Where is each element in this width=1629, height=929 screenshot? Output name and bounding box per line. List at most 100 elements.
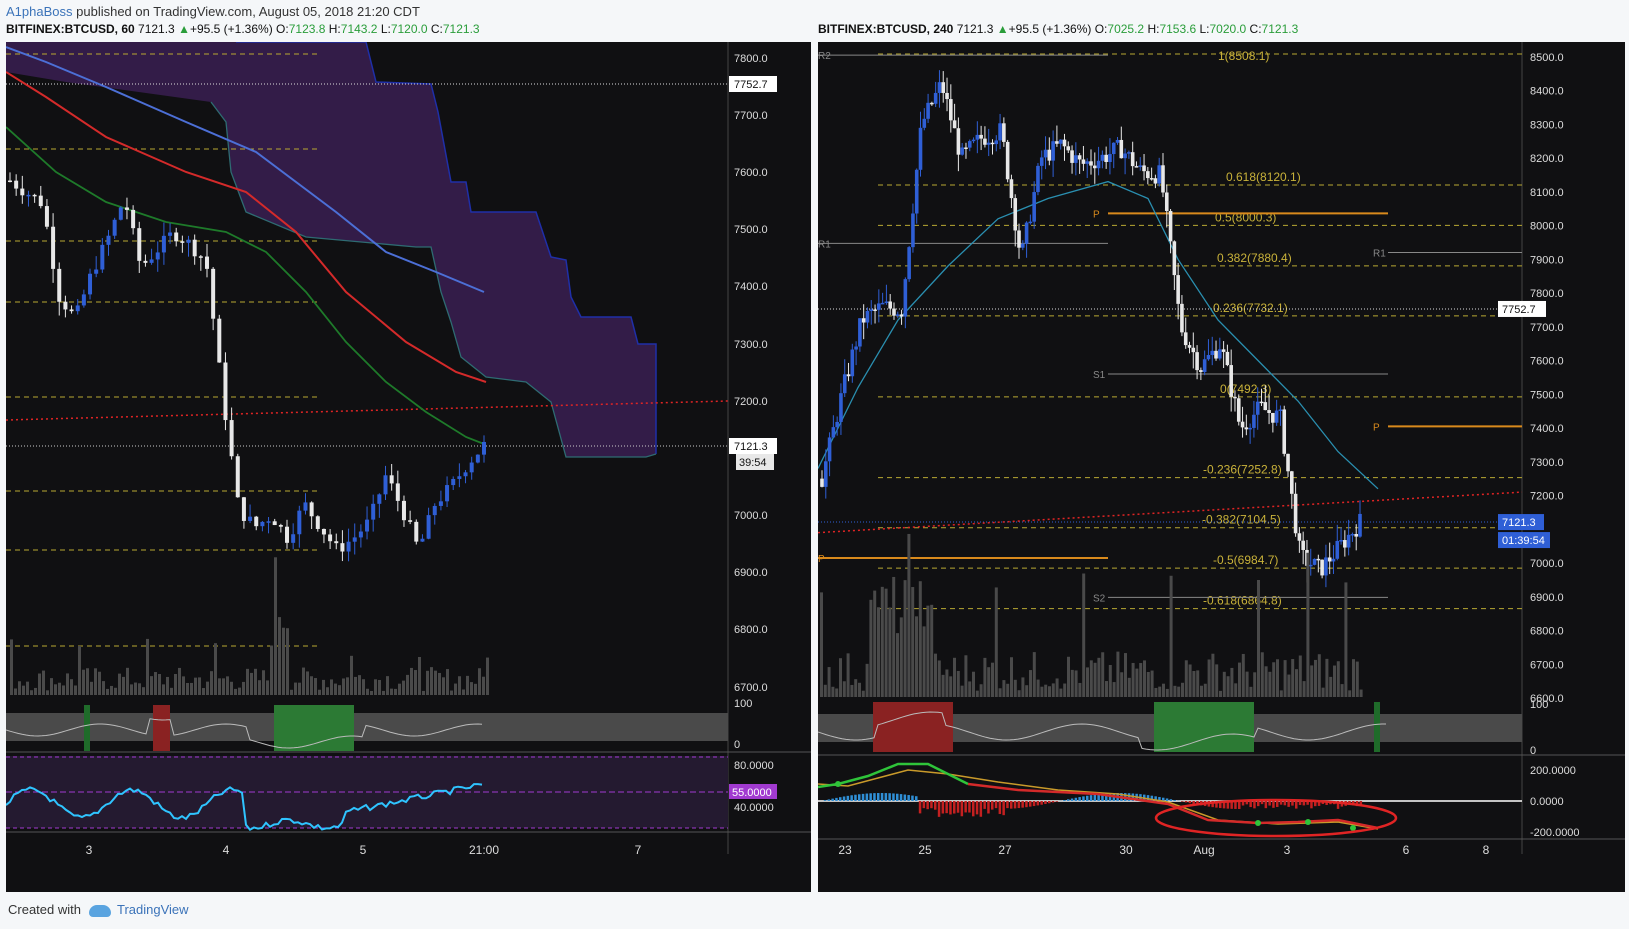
- volume-bar: [1257, 580, 1260, 697]
- candle: [1013, 198, 1018, 231]
- candle: [1308, 564, 1313, 567]
- macd-signal-line: [818, 769, 1379, 830]
- volume-bar: [1295, 669, 1298, 697]
- right-chart-header: BITFINEX:BTCUSD, 240 7121.3 ▲+95.5 (+1.3…: [818, 22, 1298, 36]
- volume-bar: [150, 676, 153, 695]
- volume-bar: [326, 687, 329, 695]
- volume-bar: [270, 645, 273, 695]
- macd-histogram-bar: [915, 796, 918, 801]
- candle: [1036, 165, 1040, 193]
- volume-bar: [1298, 655, 1302, 697]
- osc1-line: [818, 711, 1386, 751]
- right-symbol[interactable]: BITFINEX:BTCUSD, 240: [818, 22, 954, 36]
- left-symbol[interactable]: BITFINEX:BTCUSD, 60: [6, 22, 135, 36]
- candle: [1354, 534, 1359, 537]
- macd-cross-dot: [1350, 825, 1356, 831]
- volume-bar: [1040, 686, 1044, 697]
- volume-bar: [1112, 682, 1116, 697]
- candle: [960, 147, 964, 155]
- candle: [285, 526, 290, 543]
- candle: [1210, 350, 1215, 356]
- candle: [1092, 165, 1097, 169]
- candle: [192, 239, 197, 257]
- volume-bar: [1146, 672, 1150, 697]
- candle: [1229, 365, 1233, 397]
- publisher-username[interactable]: A1phaBoss: [6, 4, 73, 19]
- volume-bar: [827, 667, 831, 697]
- volume-bar: [1169, 575, 1173, 697]
- macd-histogram-bar: [926, 801, 929, 810]
- ichimoku-cloud: [6, 42, 656, 457]
- countdown-tag: [1498, 532, 1550, 549]
- volume-bar: [1336, 661, 1340, 697]
- volume-bar: [470, 682, 473, 695]
- macd-histogram-bar: [1181, 801, 1184, 802]
- candle: [100, 244, 105, 270]
- macd-histogram-bar: [827, 799, 831, 801]
- candle: [1055, 141, 1059, 144]
- macd-histogram-bar: [1264, 801, 1268, 809]
- right-chart-canvas[interactable]: 1(8508.1)0.618(8120.1)0.5(8000.3)0.382(7…: [818, 42, 1625, 892]
- volume-bar: [842, 681, 846, 697]
- candle: [1320, 559, 1324, 576]
- candle: [1350, 534, 1355, 536]
- time-axis-label: Aug: [1193, 843, 1214, 857]
- volume-bar: [26, 681, 29, 695]
- macd-histogram-bar: [861, 793, 865, 801]
- volume-bar: [1287, 674, 1291, 697]
- candle: [914, 169, 919, 214]
- volume-bar: [1097, 657, 1101, 697]
- candle: [186, 239, 191, 243]
- left-chart-panel[interactable]: 7800.0 7700.0 7600.0 7500.0 7400.0 7300.0 7200…: [6, 42, 811, 892]
- macd-histogram-bar: [1188, 801, 1192, 804]
- volume-bar: [968, 681, 972, 697]
- volume-bar: [1158, 686, 1162, 697]
- macd-histogram-bar: [1105, 793, 1108, 801]
- macd-histogram-bar: [972, 801, 975, 817]
- volume-bar: [462, 689, 465, 695]
- macd-histogram-bar: [896, 793, 899, 801]
- candle: [994, 140, 999, 145]
- hline-price-tag: [729, 76, 777, 92]
- macd-histogram-bar: [854, 794, 857, 801]
- macd-histogram-bar: [1219, 801, 1222, 809]
- rsi-axis-label: 55.0000: [732, 787, 772, 799]
- time-axis-label: 3: [1284, 843, 1291, 857]
- candle: [309, 502, 314, 517]
- right-o-label: O:: [1094, 22, 1108, 36]
- volume-bar: [98, 671, 101, 695]
- candle: [1282, 409, 1287, 454]
- candle: [1331, 558, 1336, 562]
- volume-bar: [991, 662, 994, 697]
- candle: [842, 374, 847, 394]
- price-axis-label: 7800.0: [734, 53, 768, 65]
- volume-bar: [338, 685, 341, 695]
- volume-bar: [42, 670, 45, 695]
- macd-histogram-bar: [1295, 801, 1298, 809]
- volume-bar: [206, 681, 209, 695]
- volume-bar: [230, 681, 233, 695]
- candle: [1149, 178, 1154, 180]
- volume-bar: [18, 681, 21, 695]
- macd-histogram-bar: [850, 795, 853, 801]
- tradingview-logo-icon: [88, 904, 111, 917]
- volume-bar: [198, 677, 201, 695]
- right-h-label: H:: [1147, 22, 1160, 36]
- tradingview-link[interactable]: TradingView: [116, 902, 189, 917]
- macd-histogram-bar: [960, 801, 964, 817]
- candle: [1047, 149, 1052, 161]
- volume-bar: [478, 668, 481, 695]
- volume-bar: [262, 670, 265, 695]
- left-chart-canvas[interactable]: 7800.0 7700.0 7600.0 7500.0 7400.0 7300.0 7200…: [6, 42, 811, 892]
- macd-histogram-bar: [1279, 801, 1283, 805]
- candle: [903, 279, 908, 317]
- volume-bar: [374, 679, 377, 695]
- candle: [1195, 352, 1199, 371]
- candle: [861, 318, 866, 323]
- volume-bar: [1135, 668, 1139, 697]
- candle: [1263, 402, 1268, 411]
- volume-bar: [1051, 683, 1055, 697]
- right-chart-panel[interactable]: 1(8508.1) 0.618(8120.1) 0.5(8000.3) 0.382(7…: [818, 42, 1625, 892]
- candle: [971, 139, 976, 142]
- volume-bar: [1222, 671, 1226, 697]
